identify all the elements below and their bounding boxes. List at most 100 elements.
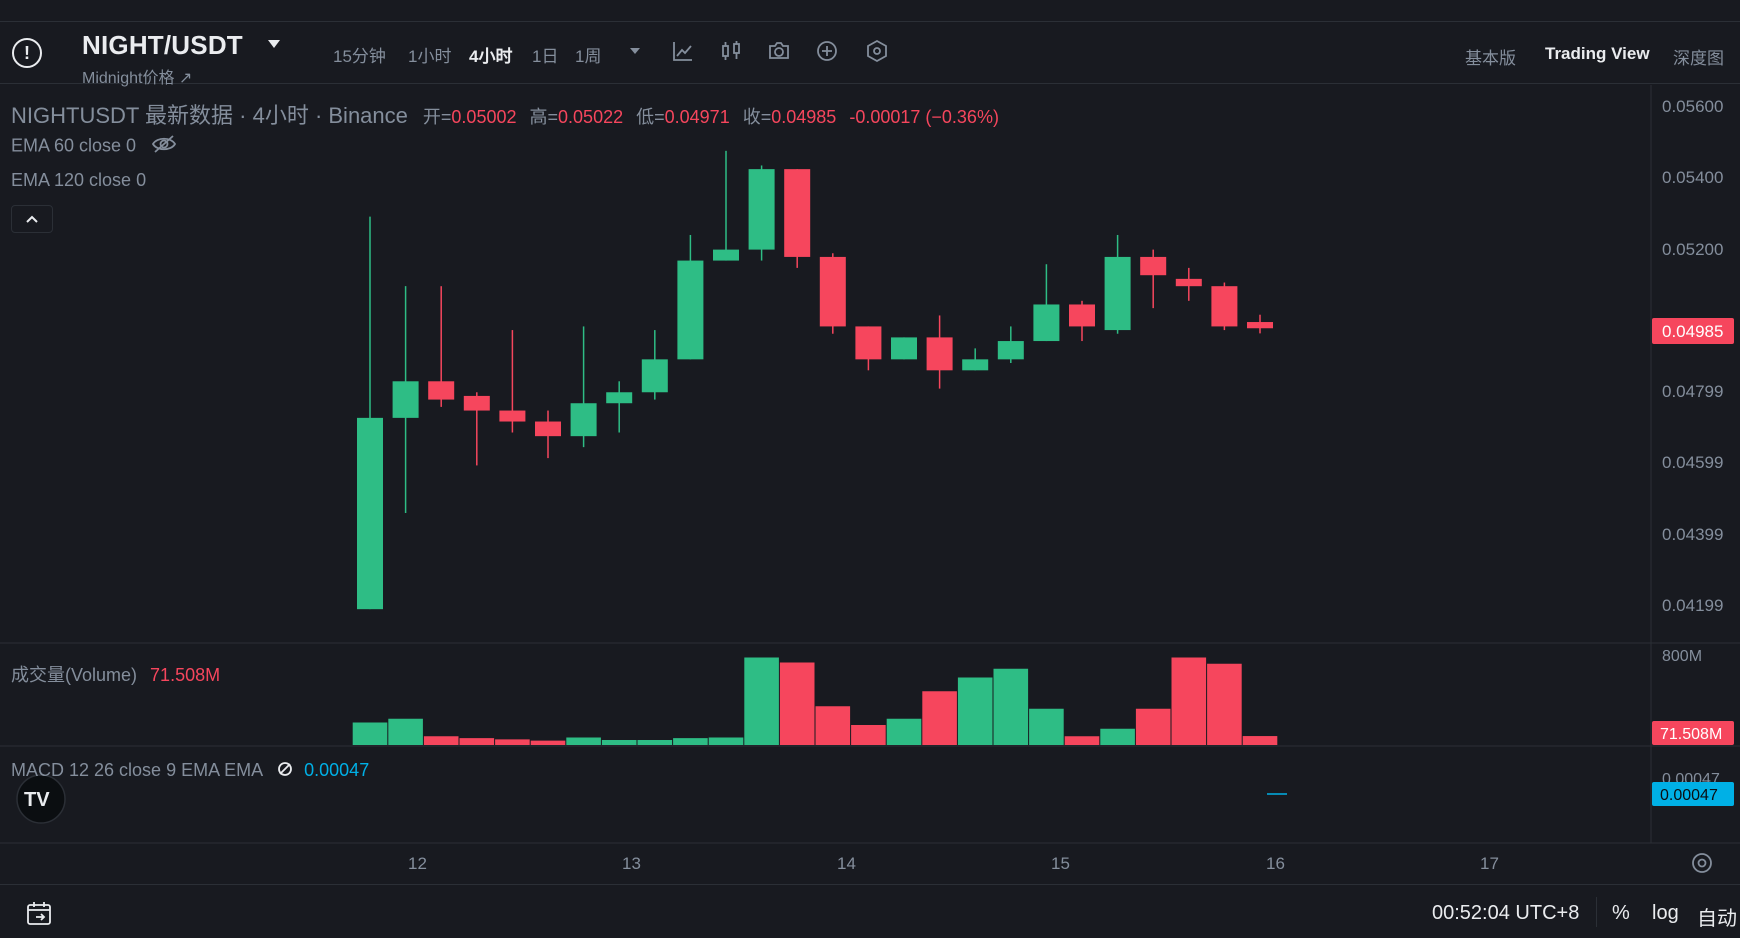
legend-title: NIGHTUSDT 最新数据 · 4小时 · Binance [11, 103, 408, 128]
candle-body [748, 169, 775, 250]
settings-hex-icon[interactable] [862, 36, 892, 66]
volume-bars-layer [352, 657, 1278, 745]
interval-1d[interactable]: 1日 [532, 47, 559, 66]
chart-type-candle-icon[interactable] [716, 36, 746, 66]
candle-body [997, 341, 1024, 360]
time-tick: 15 [1051, 854, 1070, 873]
volume-bar [1207, 663, 1242, 745]
volume-axis-tick: 800M [1662, 648, 1702, 665]
volume-label: 成交量(Volume) [11, 665, 138, 685]
volume-bar [637, 740, 673, 745]
candle-body [463, 395, 490, 411]
time-tick: 14 [837, 854, 856, 873]
collapse-legend-button[interactable] [11, 205, 53, 233]
axis-settings-icon[interactable] [1692, 853, 1712, 873]
time-tick: 17 [1480, 854, 1499, 873]
low-label: 低= [636, 107, 665, 127]
time-tick: 13 [622, 854, 641, 873]
ema120-label: EMA 120 close 0 [11, 170, 147, 190]
price-tick: 0.05200 [1662, 240, 1723, 259]
interval-1w[interactable]: 1周 [575, 47, 602, 66]
clock-label[interactable]: 00:52:04 UTC+8 [1432, 902, 1580, 924]
candle-body [1140, 256, 1167, 276]
symbol-subtitle-link[interactable]: Midnight价格 ↗ [82, 70, 193, 87]
eye-hidden-icon[interactable] [151, 134, 177, 159]
open-label: 开= [422, 107, 452, 127]
percent-scale-toggle[interactable]: % [1612, 902, 1630, 924]
volume-bar [352, 722, 388, 745]
auto-scale-toggle[interactable]: 自动 [1697, 908, 1737, 930]
candle-body [1211, 286, 1238, 327]
volume-bar [851, 725, 886, 745]
top-strip [0, 0, 1740, 22]
volume-bar [1171, 657, 1207, 745]
interval-4h[interactable]: 4小时 [469, 47, 513, 66]
interval-1h[interactable]: 1小时 [408, 47, 452, 66]
info-button[interactable]: ! [12, 38, 42, 68]
candle-body [499, 410, 526, 422]
time-tick: 12 [408, 854, 427, 873]
tab-tradingview[interactable]: Trading View [1545, 44, 1650, 63]
price-tick: 0.04199 [1662, 596, 1723, 615]
volume-bar [744, 657, 779, 745]
price-tick: 0.05600 [1662, 97, 1723, 116]
log-scale-toggle[interactable]: log [1652, 902, 1679, 924]
candle-body [1175, 278, 1202, 287]
candle-body [855, 326, 882, 360]
volume-current-tag: 71.508M [1652, 721, 1734, 745]
price-tick: 0.05400 [1662, 168, 1723, 187]
candle-body [1069, 304, 1095, 327]
candle-body [926, 337, 953, 371]
candle-body [641, 359, 668, 393]
candle-body [1247, 322, 1273, 329]
ema120-legend[interactable]: EMA 120 close 0 [11, 170, 146, 191]
volume-bar [1029, 708, 1064, 745]
volume-bar [708, 737, 744, 745]
macd-legend[interactable]: MACD 12 26 close 9 EMA EMA 0.00047 [11, 760, 369, 782]
price-chart[interactable]: 0.05600 0.05400 0.05200 0.04799 0.04599 … [0, 85, 1740, 884]
macd-current-tag: 0.00047 [1652, 782, 1734, 806]
volume-bar [495, 739, 530, 745]
ohlc-legend: NIGHTUSDT 最新数据 · 4小时 · Binance 开=0.05002… [11, 98, 999, 130]
volume-bar [1064, 736, 1100, 745]
candle-body [606, 392, 633, 404]
tradingview-logo[interactable]: TV [16, 774, 66, 824]
date-range-icon[interactable] [24, 899, 54, 929]
candle-body [891, 337, 917, 360]
macd-label: MACD 12 26 close 9 EMA EMA [11, 760, 263, 780]
candle-body [1033, 304, 1060, 342]
hidden-indicator-icon[interactable] [277, 761, 293, 782]
indicators-icon[interactable] [668, 36, 698, 66]
candle-body [428, 381, 455, 400]
macd-current-label: 0.00047 [1660, 787, 1718, 804]
tab-basic[interactable]: 基本版 [1465, 49, 1516, 68]
volume-bar [530, 740, 566, 745]
ema60-legend[interactable]: EMA 60 close 0 [11, 134, 177, 159]
symbol-name[interactable]: NIGHT/USDT [82, 30, 243, 60]
close-value: 0.04985 [771, 107, 837, 127]
interval-15m[interactable]: 15分钟 [333, 47, 386, 66]
camera-icon[interactable] [764, 36, 794, 66]
tab-depth[interactable]: 深度图 [1673, 49, 1724, 68]
bottom-divider [1596, 897, 1597, 927]
volume-bar [886, 718, 922, 745]
change-value: -0.00017 (−0.36%) [849, 107, 999, 127]
volume-bar [993, 668, 1029, 745]
volume-bar [388, 718, 423, 745]
bottom-toolbar: 00:52:04 UTC+8 % log 自动 [0, 884, 1740, 938]
info-icon: ! [24, 43, 30, 63]
chart-header: ! NIGHT/USDT Midnight价格 ↗ 15分钟 1小时 4小时 1… [0, 22, 1740, 87]
candle-body [677, 260, 704, 360]
candle-body [535, 421, 561, 437]
low-value: 0.04971 [664, 107, 730, 127]
volume-legend[interactable]: 成交量(Volume) 71.508M [11, 661, 220, 687]
symbol-dropdown-icon[interactable] [268, 40, 280, 48]
more-intervals-chevron-icon[interactable] [620, 36, 650, 66]
chevron-up-icon [26, 215, 38, 223]
candle-body [570, 403, 597, 437]
volume-bar [815, 706, 851, 745]
price-tick: 0.04799 [1662, 382, 1723, 401]
high-value: 0.05022 [558, 107, 624, 127]
candle-body [962, 359, 989, 371]
add-icon[interactable] [812, 36, 842, 66]
